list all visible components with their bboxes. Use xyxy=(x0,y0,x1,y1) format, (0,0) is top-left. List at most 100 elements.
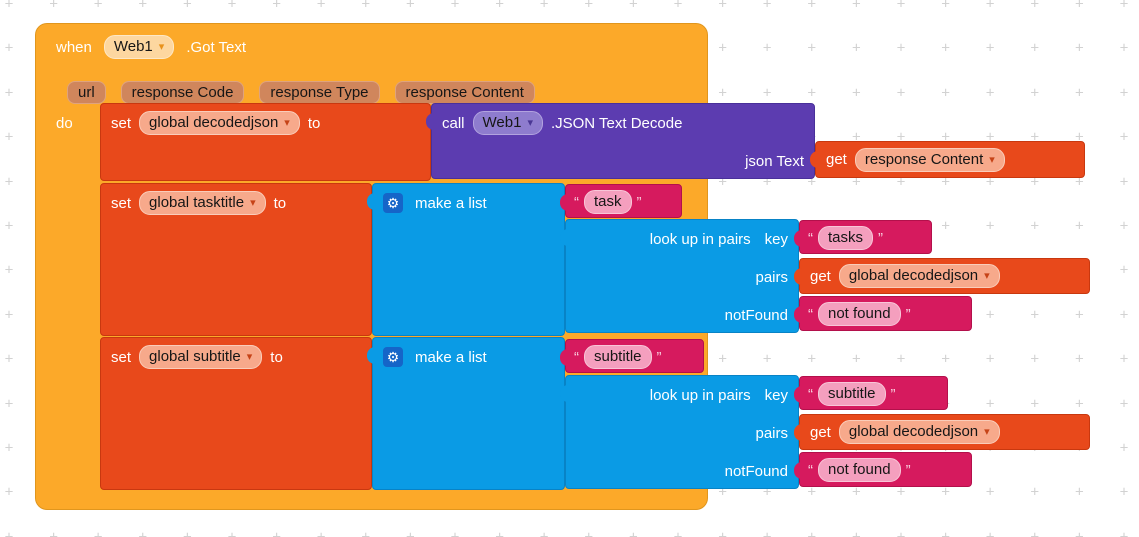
grid-plus-marker: + xyxy=(1075,350,1084,368)
string-task-block[interactable]: “ task ” xyxy=(560,184,682,218)
grid-plus-marker: + xyxy=(1119,39,1129,57)
variable-dropdown-decodedjson[interactable]: global decodedjson ▾ xyxy=(838,264,1000,288)
grid-plus-marker: + xyxy=(584,528,594,537)
make-a-list-label: make a list xyxy=(415,194,487,212)
grid-plus-marker: + xyxy=(673,528,683,537)
grid-plus-marker: + xyxy=(985,483,995,501)
grid-plus-marker: + xyxy=(852,528,861,537)
grid-plus-marker: + xyxy=(896,483,906,501)
grid-plus-marker: + xyxy=(896,0,906,13)
string-not-found-field[interactable]: not found xyxy=(818,302,901,326)
grid-plus-marker: + xyxy=(1075,528,1084,537)
grid-plus-marker: + xyxy=(896,128,906,146)
chevron-down-icon: ▾ xyxy=(984,426,990,438)
grid-plus-marker: + xyxy=(941,173,950,191)
variable-dropdown-subtitle[interactable]: global subtitle ▾ xyxy=(139,345,263,369)
make-a-list-task-block[interactable]: ⚙ make a list xyxy=(367,183,565,336)
get-response-content-block[interactable]: get response Content ▾ xyxy=(810,141,1085,178)
close-quote: ” xyxy=(656,348,662,366)
grid-plus-marker: + xyxy=(807,84,817,102)
grid-plus-marker: + xyxy=(1075,306,1084,324)
variable-dropdown-decodedjson[interactable]: global decodedjson ▾ xyxy=(838,420,1000,444)
call-json-text-decode-block[interactable]: call Web1 ▾ .JSON Text Decode json Text xyxy=(426,103,815,179)
grid-plus-marker: + xyxy=(316,0,326,13)
event-param-response-content[interactable]: response Content xyxy=(394,81,535,104)
mutator-gear-icon[interactable]: ⚙ xyxy=(383,347,403,367)
event-component-dropdown[interactable]: Web1 ▾ xyxy=(103,35,175,59)
event-param-response-code[interactable]: response Code xyxy=(120,81,245,104)
string-subtitle-field[interactable]: subtitle xyxy=(584,345,652,369)
string-subtitle-key-block[interactable]: “ subtitle ” xyxy=(794,376,948,410)
string-subtitle-key-field[interactable]: subtitle xyxy=(818,382,886,406)
grid-plus-marker: + xyxy=(762,528,772,537)
set-global-tasktitle-block[interactable]: set global tasktitle ▾ to xyxy=(100,183,372,336)
grid-plus-marker: + xyxy=(1119,439,1129,457)
event-param-response-type[interactable]: response Type xyxy=(259,81,380,104)
grid-plus-marker: + xyxy=(807,350,817,368)
string-task-field[interactable]: task xyxy=(584,190,632,214)
grid-plus-marker: + xyxy=(406,528,415,537)
grid-plus-marker: + xyxy=(941,84,950,102)
lookup-label: look up in pairs xyxy=(649,230,751,248)
grid-plus-marker: + xyxy=(495,0,504,13)
grid-plus-marker: + xyxy=(1075,395,1084,413)
method-component-dropdown[interactable]: Web1 ▾ xyxy=(472,111,543,135)
key-label: key xyxy=(764,230,788,248)
grid-plus-marker: + xyxy=(941,0,950,13)
grid-plus-marker: + xyxy=(1119,261,1129,279)
set-global-decodedjson-block[interactable]: set global decodedjson ▾ to xyxy=(100,103,431,181)
grid-plus-marker: + xyxy=(4,528,14,537)
grid-plus-marker: + xyxy=(450,528,460,537)
open-quote: “ xyxy=(574,348,579,366)
grid-plus-marker: + xyxy=(1030,395,1040,413)
make-a-list-subtitle-block[interactable]: ⚙ make a list xyxy=(367,337,565,490)
grid-plus-marker: + xyxy=(539,528,549,537)
close-quote: ” xyxy=(905,461,911,479)
variable-dropdown-response-content[interactable]: response Content ▾ xyxy=(854,147,1005,172)
grid-plus-marker: + xyxy=(985,173,995,191)
grid-plus-marker: + xyxy=(718,350,727,368)
key-label: key xyxy=(764,386,788,404)
string-tasks-field[interactable]: tasks xyxy=(818,226,874,250)
grid-plus-marker: + xyxy=(227,0,237,13)
grid-plus-marker: + xyxy=(272,528,281,537)
grid-plus-marker: + xyxy=(1030,350,1040,368)
variable-dropdown-decodedjson[interactable]: global decodedjson ▾ xyxy=(139,111,300,135)
event-param-url[interactable]: url xyxy=(67,81,106,104)
grid-plus-marker: + xyxy=(718,0,727,13)
grid-plus-marker: + xyxy=(985,350,995,368)
lookup-in-pairs-subtitle-block[interactable]: look up in pairs key pairs notFound xyxy=(560,375,799,489)
grid-plus-marker: + xyxy=(941,128,950,146)
grid-plus-marker: + xyxy=(896,528,906,537)
grid-plus-marker: + xyxy=(852,0,861,13)
get-global-decodedjson-block[interactable]: get global decodedjson ▾ xyxy=(794,258,1090,294)
grid-plus-marker: + xyxy=(762,0,772,13)
grid-plus-marker: + xyxy=(852,128,861,146)
grid-plus-marker: + xyxy=(985,217,995,235)
grid-plus-marker: + xyxy=(1030,528,1040,537)
json-text-arg-label: json Text xyxy=(745,152,804,170)
mutator-gear-icon[interactable]: ⚙ xyxy=(383,193,403,213)
close-quote: ” xyxy=(890,385,896,403)
string-not-found-field[interactable]: not found xyxy=(818,458,901,482)
pairs-label: pairs xyxy=(755,424,788,442)
grid-plus-marker: + xyxy=(93,0,103,13)
grid-plus-marker: + xyxy=(1030,306,1040,324)
to-keyword: to xyxy=(307,114,321,132)
set-global-subtitle-block[interactable]: set global subtitle ▾ to xyxy=(100,337,372,490)
grid-plus-marker: + xyxy=(4,261,14,279)
grid-plus-marker: + xyxy=(1075,128,1084,146)
lookup-in-pairs-tasks-block[interactable]: look up in pairs key pairs notFound xyxy=(560,219,799,333)
string-subtitle-block[interactable]: “ subtitle ” xyxy=(560,339,704,373)
string-tasks-block[interactable]: “ tasks ” xyxy=(794,220,932,254)
string-not-found-block[interactable]: “ not found ” xyxy=(794,296,972,331)
variable-dropdown-tasktitle[interactable]: global tasktitle ▾ xyxy=(139,191,266,215)
grid-plus-marker: + xyxy=(807,39,817,57)
grid-plus-marker: + xyxy=(138,528,148,537)
close-quote: ” xyxy=(905,305,911,323)
string-not-found-block[interactable]: “ not found ” xyxy=(794,452,972,487)
grid-plus-marker: + xyxy=(1119,217,1129,235)
get-global-decodedjson-block[interactable]: get global decodedjson ▾ xyxy=(794,414,1090,450)
grid-plus-marker: + xyxy=(1030,39,1040,57)
